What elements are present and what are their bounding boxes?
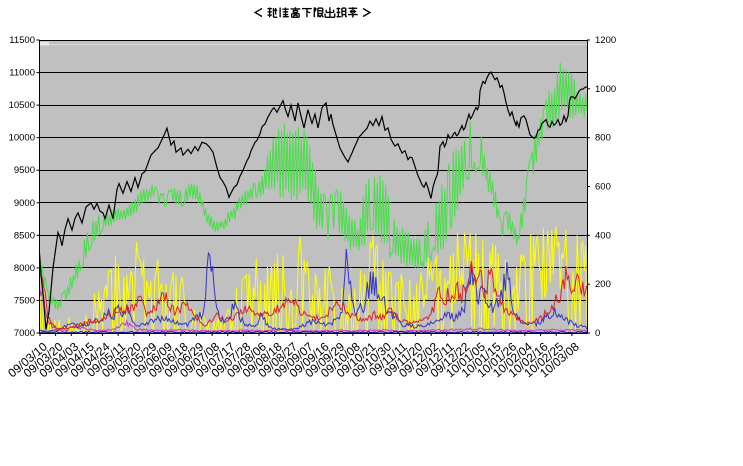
- svg-text:11000: 11000: [9, 68, 35, 79]
- svg-text:10000: 10000: [9, 133, 35, 144]
- svg-text:11500: 11500: [9, 35, 35, 46]
- svg-text:8000: 8000: [14, 263, 35, 274]
- svg-text:9000: 9000: [14, 198, 35, 209]
- svg-text:400: 400: [595, 230, 611, 241]
- svg-text:7000: 7000: [14, 328, 35, 339]
- svg-text:7500: 7500: [14, 295, 35, 306]
- svg-text:10500: 10500: [9, 100, 35, 111]
- svg-text:9500: 9500: [14, 165, 35, 176]
- svg-text:1200: 1200: [595, 35, 616, 46]
- svg-text:800: 800: [595, 133, 611, 144]
- svg-text:1000: 1000: [595, 84, 616, 95]
- svg-text:0: 0: [595, 328, 600, 339]
- svg-text:600: 600: [595, 182, 611, 193]
- svg-text:200: 200: [595, 279, 611, 290]
- svg-text:8500: 8500: [14, 230, 35, 241]
